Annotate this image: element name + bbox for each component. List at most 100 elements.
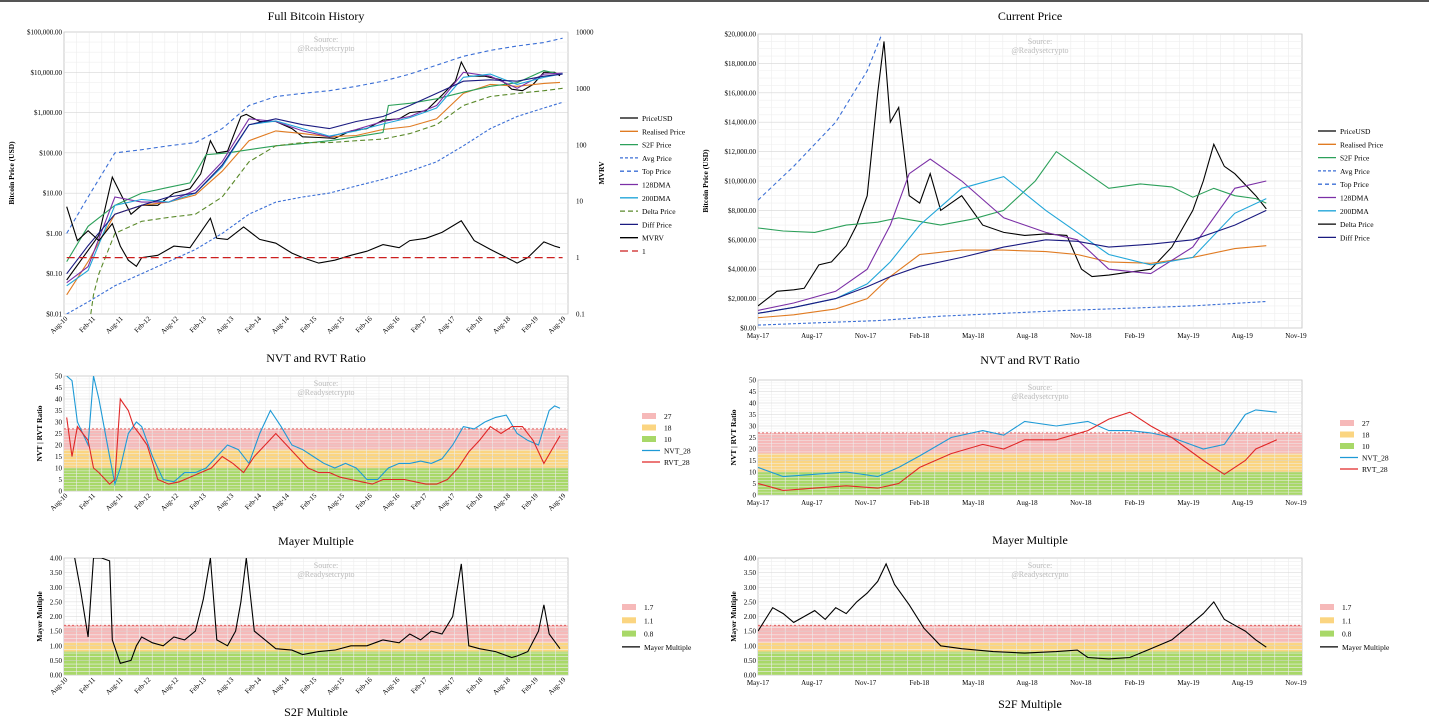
top-rule [0, 0, 1429, 2]
y-tick-label: 0.00 [744, 672, 757, 680]
y-tick-label: 10 [55, 465, 63, 473]
series-s2f-price [758, 150, 1267, 233]
series-priceusd [758, 41, 1267, 307]
chart-c7: S2F Multiple [284, 705, 348, 716]
legend-label: Avg Price [1340, 167, 1370, 176]
series-diff-price [758, 209, 1267, 314]
y-tick-label: $18,000.00 [725, 60, 757, 68]
legend-label: NVT_28 [1362, 454, 1389, 463]
y-tick-label: 15 [55, 453, 63, 461]
x-tick-label: Aug-18 [1016, 679, 1038, 687]
series-rvt-28 [66, 397, 561, 485]
y-tick-label: 2.50 [744, 598, 757, 606]
x-tick-label: Aug-13 [215, 491, 236, 512]
legend-label: 128DMA [1340, 194, 1369, 203]
y-tick-label: 3.50 [744, 569, 757, 577]
x-tick-label: Aug-18 [1016, 499, 1038, 507]
x-tick-label: Aug-19 [547, 491, 568, 512]
series-diff-price [66, 73, 563, 275]
series-avg-price [66, 101, 563, 314]
x-tick-label: Aug-15 [325, 491, 346, 512]
x-tick-label: May-19 [1177, 679, 1200, 687]
x-tick-label: May-17 [747, 679, 770, 687]
x-tick-label: Nov-17 [855, 499, 877, 507]
chart-c8: S2F Multiple [998, 697, 1062, 711]
chart-title: Mayer Multiple [992, 533, 1068, 547]
y-tick-label: 1.00 [50, 642, 63, 650]
y-tick-label: $2,000.00 [728, 295, 757, 303]
y-tick-label: $10.00 [43, 190, 63, 198]
legend-swatch [1340, 443, 1354, 449]
x-tick-label: Feb-18 [909, 679, 929, 687]
x-tick-label: Feb-13 [188, 314, 208, 334]
y-tick-label: 25 [55, 430, 63, 438]
x-tick-label: Feb-17 [409, 675, 429, 695]
x-tick-label: Feb-11 [78, 314, 98, 334]
series-200dma [758, 175, 1267, 314]
y-tick-label: $10,000.00 [725, 178, 757, 186]
x-tick-label: Feb-16 [354, 314, 374, 334]
x-tick-label: Aug-17 [436, 675, 457, 696]
legend-label: 0.8 [644, 630, 654, 639]
y-tick-label: 1.00 [744, 642, 757, 650]
x-tick-label: Feb-12 [133, 675, 153, 695]
y-tick-label: 50 [749, 377, 757, 385]
series-realised-price [66, 81, 561, 296]
y-tick-label: 30 [55, 419, 63, 427]
x-tick-label: Feb-13 [188, 675, 208, 695]
y-axis-label: Bitcoin Price (USD) [7, 141, 16, 205]
x-tick-label: Aug-17 [801, 499, 823, 507]
x-tick-label: May-18 [962, 499, 985, 507]
legend-label: 200DMA [642, 194, 671, 203]
x-tick-label: Feb-11 [78, 675, 98, 695]
y-tick-label: 3.00 [744, 584, 757, 592]
y-axis-label: Mayer Multiple [35, 591, 44, 642]
y-tick-label: 4.00 [744, 555, 757, 563]
x-tick-label: Aug-19 [1232, 332, 1254, 340]
legend-label: Realised Price [1340, 140, 1384, 149]
y2-tick-label: 1000 [576, 85, 591, 93]
legend-label: Mayer Multiple [1342, 643, 1390, 652]
x-tick-label: Nov-18 [1070, 499, 1092, 507]
y-tick-label: 1.50 [50, 628, 63, 636]
x-tick-label: Aug-14 [270, 314, 291, 335]
y-tick-label: 35 [55, 407, 63, 415]
series-rvt-28 [758, 411, 1278, 491]
watermark-text: @Readysetcrypto [297, 570, 354, 579]
y-tick-label: 0 [59, 488, 63, 496]
x-tick-label: Aug-19 [1232, 679, 1254, 687]
legend-label: 10 [664, 435, 672, 444]
y-tick-label: 20 [749, 446, 757, 454]
x-tick-label: May-18 [962, 679, 985, 687]
x-tick-label: Feb-18 [465, 314, 485, 334]
y-tick-label: $6,000.00 [728, 236, 757, 244]
x-tick-label: Feb-13 [188, 491, 208, 511]
legend-label: Delta Price [1340, 220, 1374, 229]
x-tick-label: Aug-19 [1232, 499, 1254, 507]
x-tick-label: Nov-19 [1285, 499, 1307, 507]
legend-swatch [1340, 420, 1354, 426]
x-tick-label: Nov-17 [855, 679, 877, 687]
legend-swatch [622, 630, 636, 637]
series-128dma [758, 158, 1267, 311]
y-tick-label: 4.00 [50, 555, 63, 563]
y-tick-label: 15 [749, 457, 757, 465]
series-200dma [66, 73, 563, 287]
y2-tick-label: 0.1 [576, 311, 585, 319]
x-tick-label: Aug-11 [104, 675, 125, 696]
watermark-text: @Readysetcrypto [1011, 46, 1068, 55]
x-tick-label: Feb-18 [465, 491, 485, 511]
legend-swatch [1320, 604, 1334, 610]
legend-label: PriceUSD [1340, 127, 1371, 136]
x-tick-label: May-17 [747, 499, 770, 507]
legend-label: 18 [664, 424, 672, 433]
x-tick-label: Aug-13 [215, 675, 236, 696]
y-tick-label: 0.50 [50, 657, 63, 665]
x-tick-label: Feb-11 [78, 491, 98, 511]
y-tick-label: 10 [749, 469, 757, 477]
x-tick-label: Aug-18 [491, 491, 512, 512]
y-tick-label: 3.50 [50, 569, 63, 577]
x-tick-label: Nov-18 [1070, 332, 1092, 340]
x-tick-label: Aug-12 [159, 675, 180, 696]
legend-label: Avg Price [642, 154, 672, 163]
